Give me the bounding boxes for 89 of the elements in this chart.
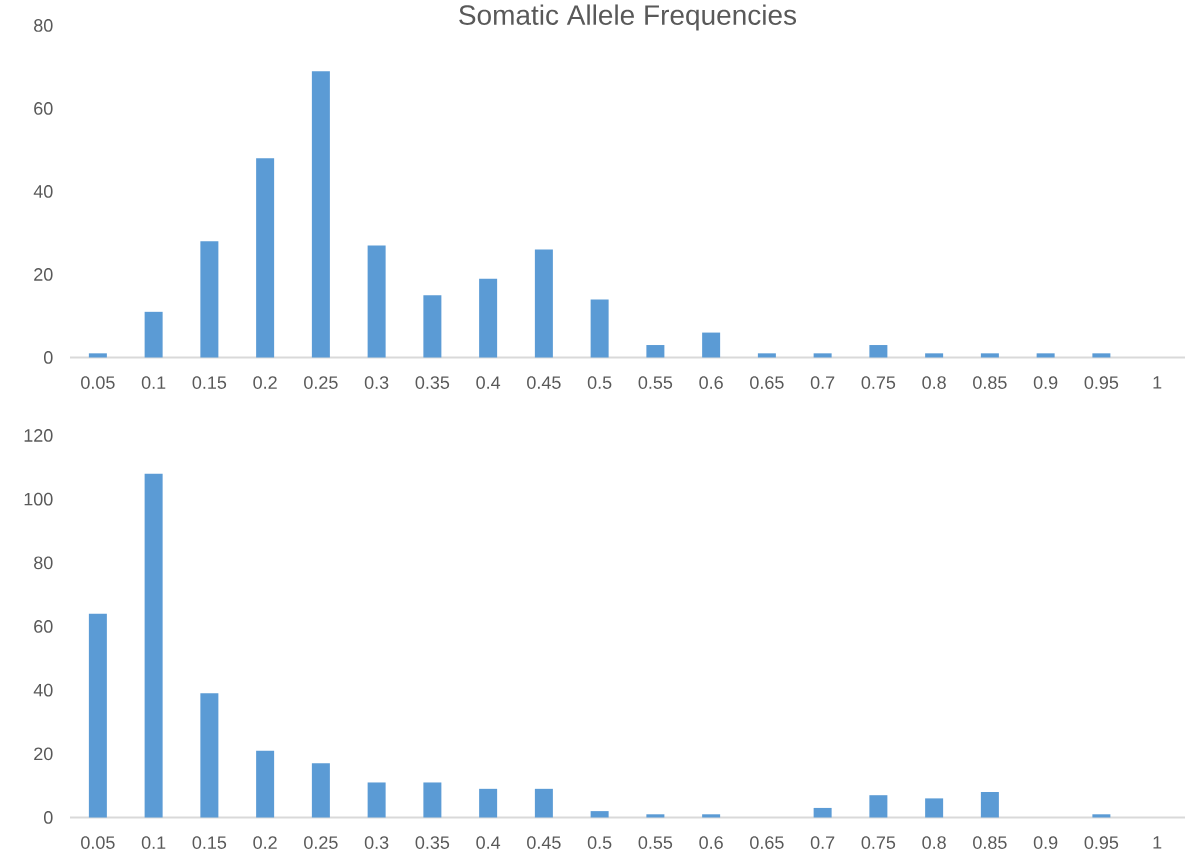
x-tick-label: 0.5 xyxy=(587,375,612,389)
x-tick-label: 1 xyxy=(1153,835,1162,849)
y-tick-label: 80 xyxy=(34,18,53,32)
bar xyxy=(367,245,386,358)
chart-title: Somatic Allele Frequencies xyxy=(459,4,797,31)
x-tick-label: 0.6 xyxy=(699,375,723,389)
x-tick-label: 0.85 xyxy=(973,375,1007,389)
x-tick-label: 0.3 xyxy=(364,375,389,389)
bar xyxy=(311,70,330,358)
bar xyxy=(423,782,442,818)
x-tick-label: 0.15 xyxy=(192,835,227,849)
bar xyxy=(256,158,275,358)
bar xyxy=(702,332,721,358)
x-tick-label: 0.55 xyxy=(638,375,673,389)
x-tick-label: 0.7 xyxy=(810,375,835,389)
bar xyxy=(367,782,386,818)
x-tick-label: 0.7 xyxy=(810,835,835,849)
bar xyxy=(1036,353,1055,358)
x-tick-label: 0.8 xyxy=(922,375,946,389)
x-tick-label: 0.6 xyxy=(699,835,723,849)
bar xyxy=(646,814,665,818)
bar xyxy=(925,798,944,818)
bar xyxy=(534,788,553,818)
bar xyxy=(980,791,999,818)
y-tick-label: 60 xyxy=(34,101,53,115)
bar xyxy=(200,693,219,818)
bar xyxy=(144,473,163,818)
x-tick-label: 0.35 xyxy=(415,835,450,849)
bar xyxy=(925,353,944,358)
bar xyxy=(311,763,330,818)
bar xyxy=(980,353,999,358)
x-tick-label: 0.9 xyxy=(1033,835,1058,849)
y-tick-label: 80 xyxy=(34,556,53,569)
bar xyxy=(646,344,665,358)
x-tick-label: 0.05 xyxy=(81,375,115,389)
x-tick-label: 0.05 xyxy=(81,835,115,849)
x-tick-label: 0.1 xyxy=(141,835,166,849)
bar xyxy=(88,353,107,358)
x-tick-label: 0.65 xyxy=(750,375,784,389)
x-tick-label: 0.95 xyxy=(1084,835,1119,849)
bar xyxy=(423,295,442,358)
x-tick-label: 0.5 xyxy=(587,835,612,849)
bar xyxy=(88,613,107,818)
bar xyxy=(1092,814,1111,818)
bar xyxy=(479,278,498,358)
y-tick-label: 0 xyxy=(43,350,53,364)
x-tick-label: 0.55 xyxy=(638,835,673,849)
bar xyxy=(757,353,776,358)
x-tick-label: 1 xyxy=(1153,375,1162,389)
y-tick-label: 120 xyxy=(24,428,53,442)
x-tick-label: 0.95 xyxy=(1084,375,1119,389)
bar xyxy=(256,750,275,818)
bar xyxy=(534,249,553,358)
x-tick-label: 0.45 xyxy=(527,835,561,849)
bar xyxy=(869,794,888,818)
bar xyxy=(479,788,498,818)
x-tick-label: 0.8 xyxy=(922,835,946,849)
x-tick-label: 0.9 xyxy=(1033,375,1058,389)
bar xyxy=(590,810,609,818)
bar xyxy=(813,353,832,358)
x-tick-label: 0.75 xyxy=(861,835,896,849)
y-tick-label: 40 xyxy=(33,683,53,697)
x-tick-label: 0.25 xyxy=(304,375,338,389)
bar xyxy=(1092,353,1111,358)
y-tick-label: 60 xyxy=(34,619,53,633)
y-tick-label: 0 xyxy=(43,810,53,824)
x-tick-label: 0.15 xyxy=(192,375,227,389)
y-tick-label: 40 xyxy=(33,184,53,198)
x-tick-label: 0.2 xyxy=(253,375,277,389)
y-tick-label: 20 xyxy=(34,747,53,760)
x-tick-label: 0.45 xyxy=(527,375,561,389)
x-tick-label: 0.1 xyxy=(141,375,166,389)
bar xyxy=(702,814,721,818)
bar xyxy=(144,311,163,358)
x-tick-label: 0.3 xyxy=(364,835,389,849)
bar xyxy=(869,344,888,358)
bar xyxy=(590,299,609,358)
y-tick-label: 100 xyxy=(24,492,53,506)
x-tick-label: 0.2 xyxy=(253,835,277,849)
x-tick-label: 0.75 xyxy=(861,375,896,389)
bar xyxy=(813,807,832,818)
x-tick-label: 0.4 xyxy=(476,375,501,389)
x-tick-label: 0.25 xyxy=(304,835,338,849)
bar xyxy=(200,241,219,358)
y-tick-label: 20 xyxy=(34,267,53,281)
x-tick-label: 0.65 xyxy=(750,835,784,849)
x-tick-label: 0.4 xyxy=(476,835,501,849)
x-tick-label: 0.35 xyxy=(415,375,450,389)
x-tick-label: 0.85 xyxy=(973,835,1007,849)
